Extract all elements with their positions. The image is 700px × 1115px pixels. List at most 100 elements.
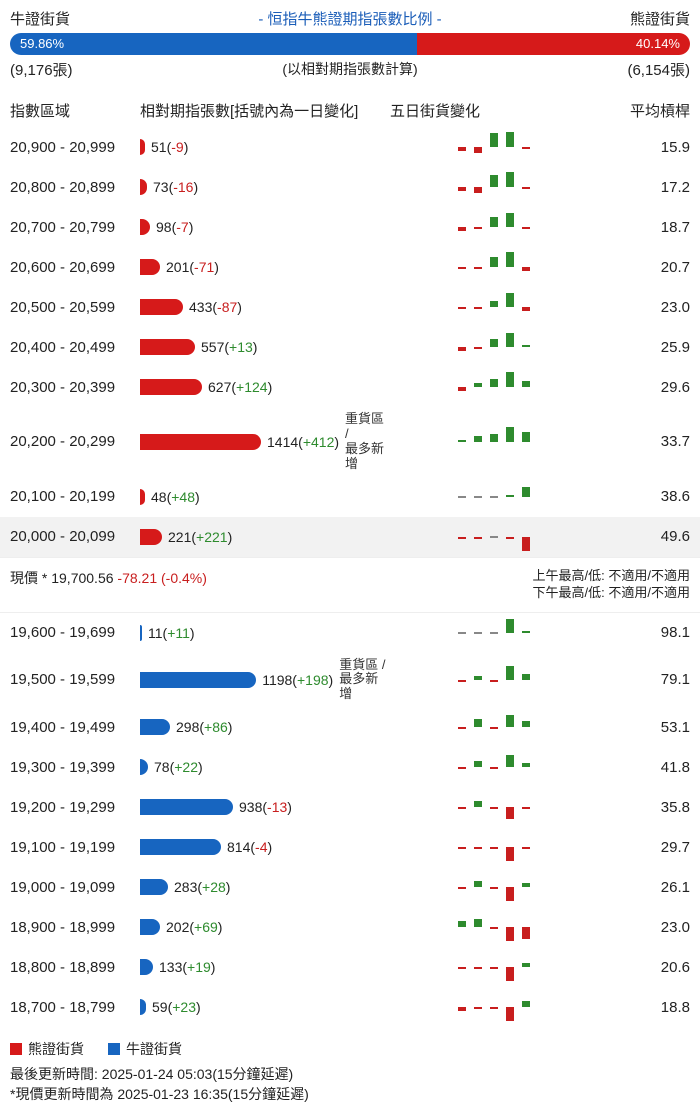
sparkline	[390, 952, 570, 982]
sparkline	[390, 665, 570, 695]
leverage: 18.8	[570, 999, 690, 1016]
bar-cell: 557(+13)	[140, 339, 390, 355]
range-label: 20,300 - 20,399	[10, 379, 140, 396]
range-label: 19,600 - 19,699	[10, 624, 140, 641]
bar-value: 59(+23)	[152, 999, 201, 1015]
legend-bull-swatch	[108, 1043, 120, 1055]
range-label: 19,000 - 19,099	[10, 879, 140, 896]
table-row: 19,400 - 19,499298(+86)53.1	[0, 707, 700, 747]
table-header: 指數區域 相對期指張數[括號內為一日變化] 五日街貨變化 平均槓桿	[0, 86, 700, 127]
bar-value: 433(-87)	[189, 299, 242, 315]
range-label: 18,800 - 18,899	[10, 959, 140, 976]
bar-value: 201(-71)	[166, 259, 219, 275]
bar-cell: 201(-71)	[140, 259, 390, 275]
header-center: - 恒指牛熊證期指張數比例 -	[258, 8, 441, 29]
ratio-bear: 40.14%	[417, 33, 690, 55]
range-label: 19,400 - 19,499	[10, 719, 140, 736]
bar	[140, 999, 146, 1015]
legend: 熊證街貨 牛證街貨	[0, 1027, 700, 1063]
price-row: 現價 * 19,700.56 -78.21 (-0.4%) 上午最高/低: 不適…	[0, 557, 700, 613]
bar-cell: 298(+86)	[140, 719, 390, 735]
bar-value: 1198(+198)	[262, 672, 333, 688]
table-row: 20,600 - 20,699 201(-71) 20.7	[0, 247, 700, 287]
bar-cell: 627(+124)	[140, 379, 390, 395]
leverage: 23.0	[570, 919, 690, 936]
bar-cell: 59(+23)	[140, 999, 390, 1015]
bar	[140, 489, 145, 505]
bar	[140, 434, 261, 450]
range-label: 20,000 - 20,099	[10, 528, 140, 545]
table-row: 20,900 - 20,99951(-9) 15.9	[0, 127, 700, 167]
table-row: 20,300 - 20,399627(+124) 29.6	[0, 367, 700, 407]
col-range: 指數區域	[10, 100, 140, 121]
sparkline	[390, 618, 570, 648]
bar-cell: 11(+11)	[140, 625, 390, 641]
bar-cell: 283(+28)	[140, 879, 390, 895]
table-row: 20,400 - 20,499557(+13)25.9	[0, 327, 700, 367]
leverage: 49.6	[570, 528, 690, 545]
leverage: 20.7	[570, 259, 690, 276]
bar-value: 11(+11)	[148, 625, 195, 641]
bar-cell: 51(-9)	[140, 139, 390, 155]
bull-rows: 19,600 - 19,69911(+11)98.119,500 - 19,59…	[0, 613, 700, 1028]
bar	[140, 839, 221, 855]
header-right: 熊證街貨	[630, 8, 690, 29]
bar	[140, 879, 168, 895]
price-value: 19,700.56	[51, 570, 113, 586]
leverage: 20.6	[570, 959, 690, 976]
legend-bear-swatch	[10, 1043, 22, 1055]
table-row: 20,700 - 20,79998(-7)18.7	[0, 207, 700, 247]
bar-value: 1414(+412)	[267, 434, 339, 450]
range-label: 20,600 - 20,699	[10, 259, 140, 276]
leverage: 29.6	[570, 379, 690, 396]
sparkline	[390, 172, 570, 202]
bar	[140, 672, 256, 688]
heavy-tag: 重貨區 /最多新增	[339, 658, 390, 703]
leverage: 98.1	[570, 624, 690, 641]
sparkline	[390, 292, 570, 322]
col-contracts: 相對期指張數[括號內為一日變化]	[140, 100, 390, 121]
sparkline	[390, 992, 570, 1022]
bar	[140, 139, 145, 155]
bar-cell: 814(-4)	[140, 839, 390, 855]
table-row: 19,100 - 19,199814(-4)29.7	[0, 827, 700, 867]
bar	[140, 625, 142, 641]
count-center: (以相對期指張數計算)	[282, 59, 417, 80]
bar	[140, 339, 195, 355]
bar-value: 202(+69)	[166, 919, 222, 935]
bar-cell: 78(+22)	[140, 759, 390, 775]
bar	[140, 219, 150, 235]
table-row: 18,700 - 18,79959(+23)18.8	[0, 987, 700, 1027]
leverage: 15.9	[570, 139, 690, 156]
footer-update-time: 最後更新時間: 2025-01-24 05:03(15分鐘延遲)	[10, 1065, 690, 1085]
range-label: 20,400 - 20,499	[10, 339, 140, 356]
sparkline	[390, 912, 570, 942]
leverage: 23.0	[570, 299, 690, 316]
bar	[140, 719, 170, 735]
price-change: -78.21 (-0.4%)	[117, 570, 206, 586]
bar-value: 814(-4)	[227, 839, 272, 855]
leverage: 35.8	[570, 799, 690, 816]
sparkline	[390, 832, 570, 862]
sparkline	[390, 332, 570, 362]
sparkline	[390, 752, 570, 782]
footer-price-time: *現價更新時間為 2025-01-23 16:35(15分鐘延遲)	[10, 1085, 690, 1105]
bar	[140, 299, 183, 315]
bar-cell: 433(-87)	[140, 299, 390, 315]
table-row: 19,300 - 19,39978(+22)41.8	[0, 747, 700, 787]
leverage: 29.7	[570, 839, 690, 856]
col-5day: 五日街貨變化	[390, 100, 570, 121]
bar	[140, 529, 162, 545]
range-label: 20,900 - 20,999	[10, 139, 140, 156]
bar	[140, 179, 147, 195]
range-label: 20,500 - 20,599	[10, 299, 140, 316]
sparkline	[390, 522, 570, 552]
col-leverage: 平均槓桿	[570, 100, 690, 121]
bar-cell: 938(-13)	[140, 799, 390, 815]
range-label: 20,100 - 20,199	[10, 488, 140, 505]
bar-value: 133(+19)	[159, 959, 215, 975]
bar-value: 98(-7)	[156, 219, 193, 235]
leverage: 17.2	[570, 179, 690, 196]
range-label: 19,200 - 19,299	[10, 799, 140, 816]
bar-cell: 1198(+198) 重貨區 /最多新增	[140, 658, 390, 703]
